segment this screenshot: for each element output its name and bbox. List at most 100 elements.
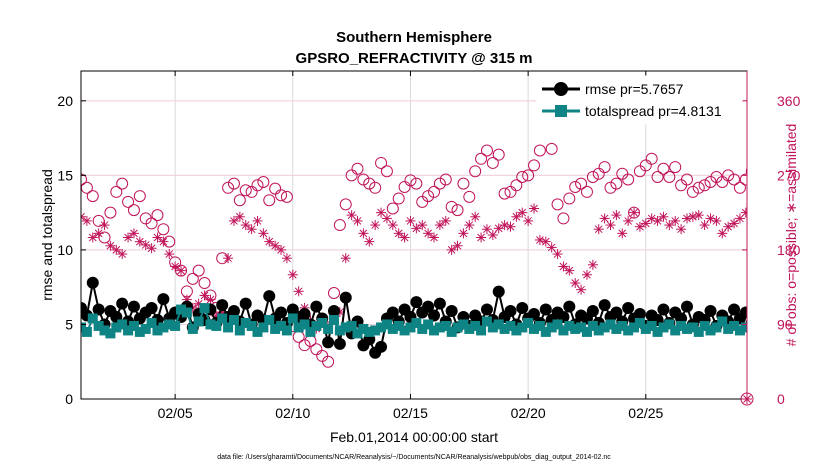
assimilated-obs-point <box>817 222 827 232</box>
totalspread-point <box>699 320 710 331</box>
rmse-point <box>799 307 811 319</box>
possible-obs-point <box>192 264 205 277</box>
totalspread-point <box>205 319 216 330</box>
x-tick-label: 02/20 <box>511 405 546 421</box>
totalspread-point <box>246 320 257 331</box>
possible-obs-point <box>692 181 705 194</box>
possible-obs-point <box>569 180 582 193</box>
assimilated-obs-point <box>823 230 830 240</box>
assimilated-obs-point <box>652 215 663 226</box>
possible-obs-point <box>551 198 564 211</box>
totalspread-point <box>652 326 663 337</box>
rmse-point <box>116 297 129 310</box>
assimilated-obs-point <box>599 213 610 224</box>
totalspread-point <box>517 322 528 333</box>
totalspread-point <box>681 323 692 334</box>
assimilated-obs-point <box>117 249 128 260</box>
totalspread-point <box>611 323 622 334</box>
totalspread-point <box>93 320 104 331</box>
assimilated-obs-point <box>405 215 416 226</box>
totalspread-point <box>381 319 392 330</box>
totalspread-point <box>281 325 292 336</box>
possible-obs-point <box>151 209 164 222</box>
rmse-point <box>333 337 346 350</box>
totalspread-point <box>393 320 404 331</box>
possible-obs-point <box>657 162 670 175</box>
assimilated-obs-point <box>199 290 210 301</box>
assimilated-obs-point <box>552 249 563 260</box>
x-tick-label: 02/10 <box>275 405 310 421</box>
possible-obs-point <box>610 177 623 190</box>
possible-obs-point <box>469 165 482 178</box>
totalspread-point <box>458 319 469 330</box>
rmse-point <box>745 319 747 327</box>
possible-obs-point <box>327 286 340 299</box>
assimilated-obs-point <box>476 232 487 243</box>
totalspread-point <box>734 325 745 336</box>
rmse-point <box>704 305 717 318</box>
rmse-point <box>157 293 170 306</box>
assimilated-obs-point <box>811 228 821 238</box>
totalspread-point <box>199 303 210 314</box>
assimilated-obs-point <box>164 249 175 260</box>
possible-obs-point <box>486 156 499 169</box>
possible-obs-point <box>292 330 305 343</box>
assimilated-obs-point <box>687 211 698 222</box>
assimilated-obs-point <box>393 228 404 239</box>
possible-obs-point <box>363 177 376 190</box>
assimilated-obs-point <box>258 228 269 239</box>
possible-obs-point <box>545 142 558 155</box>
assimilated-obs-point <box>576 284 587 295</box>
possible-obs-point <box>663 171 676 184</box>
possible-obs-point <box>528 159 541 172</box>
assimilated-obs-point <box>664 220 675 231</box>
assimilated-obs-point <box>340 253 351 264</box>
totalspread-point <box>464 323 475 334</box>
assimilated-obs-point <box>605 220 616 231</box>
totalspread-point <box>599 322 610 333</box>
possible-obs-point <box>604 181 617 194</box>
possible-obs-point <box>280 190 293 203</box>
totalspread-point <box>758 321 768 331</box>
possible-obs-point <box>357 173 370 186</box>
assimilated-obs-point <box>417 220 428 231</box>
totalspread-point <box>499 323 510 334</box>
assimilated-obs-point <box>93 228 104 239</box>
possible-obs-point <box>251 179 264 192</box>
possible-obs-point <box>580 185 593 198</box>
totalspread-point <box>523 317 534 328</box>
legend-rmse-label: rmse pr=5.7657 <box>585 81 684 97</box>
rmse-point <box>757 311 769 323</box>
totalspread-point <box>534 320 545 331</box>
possible-obs-point <box>104 206 117 219</box>
totalspread-point <box>806 325 816 335</box>
assimilated-obs-point <box>99 220 110 231</box>
possible-obs-point <box>669 161 682 174</box>
totalspread-point <box>587 320 598 331</box>
totalspread-point <box>181 307 192 318</box>
rmse-point <box>216 299 229 312</box>
rmse-point <box>528 308 541 321</box>
totalspread-point <box>446 326 457 337</box>
possible-obs-point <box>127 204 140 217</box>
possible-obs-point <box>445 200 458 213</box>
totalspread-point <box>134 326 145 337</box>
possible-obs-point <box>764 178 775 189</box>
possible-obs-point <box>498 187 511 200</box>
possible-obs-point <box>770 191 781 202</box>
y-right-tick-label: 90 <box>777 316 793 332</box>
totalspread-point <box>705 325 716 336</box>
assimilated-obs-point <box>693 210 704 221</box>
rmse-point <box>86 276 99 289</box>
assimilated-obs-point <box>446 244 457 255</box>
possible-obs-point <box>516 171 529 184</box>
possible-obs-point <box>133 190 146 203</box>
totalspread-point <box>434 322 445 333</box>
rmse-point <box>680 300 693 313</box>
assimilated-obs-point <box>729 218 740 229</box>
possible-obs-point <box>428 185 441 198</box>
possible-obs-point <box>698 179 711 192</box>
totalspread-point <box>370 325 381 336</box>
assimilated-obs-point <box>270 240 281 251</box>
